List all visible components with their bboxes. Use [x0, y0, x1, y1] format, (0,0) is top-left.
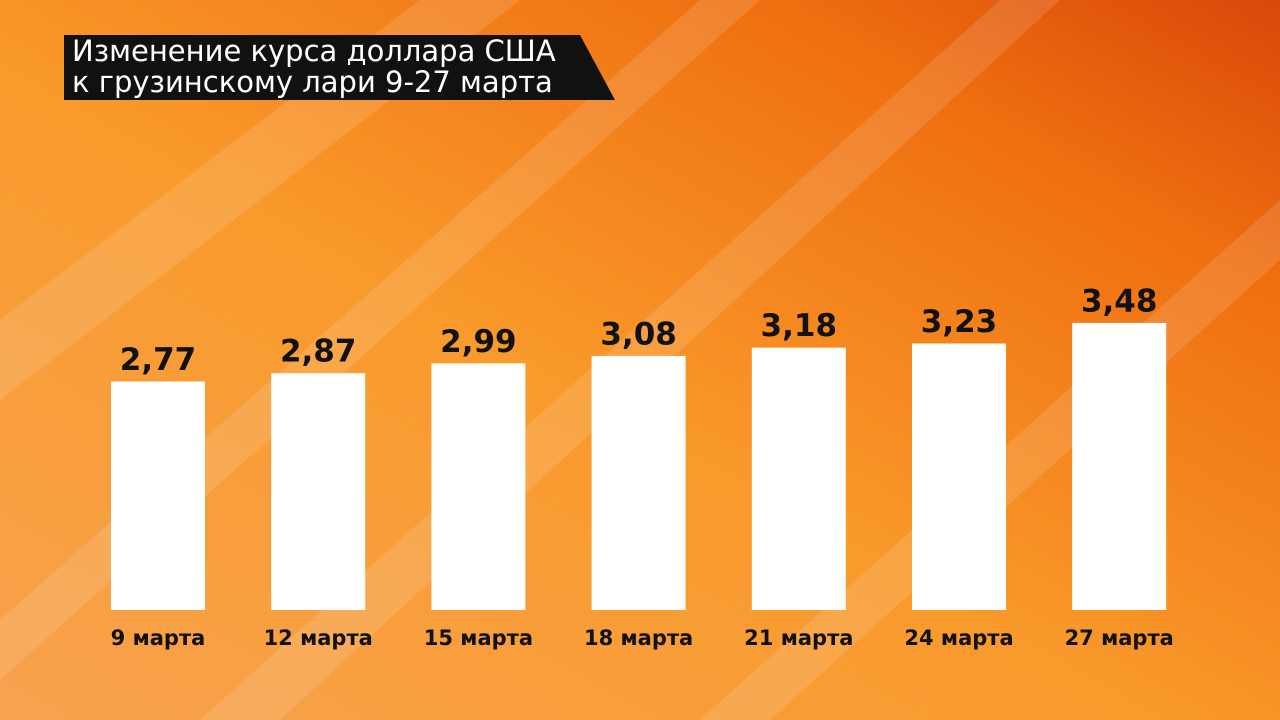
x-tick-label: 12 марта	[264, 626, 373, 650]
x-tick-label: 18 марта	[584, 626, 693, 650]
x-tick-label: 9 марта	[111, 626, 206, 650]
x-tick-label: 21 марта	[744, 626, 853, 650]
bar	[751, 347, 846, 610]
value-label: 2,77	[120, 342, 197, 378]
x-tick-label: 24 марта	[904, 626, 1013, 650]
x-tick-label: 15 марта	[424, 626, 533, 650]
x-tick-label: 27 марта	[1065, 626, 1174, 650]
value-label: 2,99	[440, 324, 517, 360]
bar	[271, 373, 366, 610]
title-box	[64, 35, 615, 100]
value-label: 3,48	[1081, 283, 1158, 319]
value-label: 3,18	[761, 308, 838, 344]
value-label: 3,08	[600, 316, 677, 352]
value-label: 2,87	[280, 334, 357, 370]
bar	[912, 343, 1006, 610]
chart-title: Изменение курса доллара США	[72, 34, 556, 68]
bar	[431, 363, 526, 610]
chart-title: к грузинскому лари 9-27 марта	[72, 65, 553, 99]
bar	[1072, 322, 1167, 610]
bar	[111, 381, 205, 610]
bar	[591, 355, 686, 610]
value-label: 3,23	[921, 304, 998, 340]
